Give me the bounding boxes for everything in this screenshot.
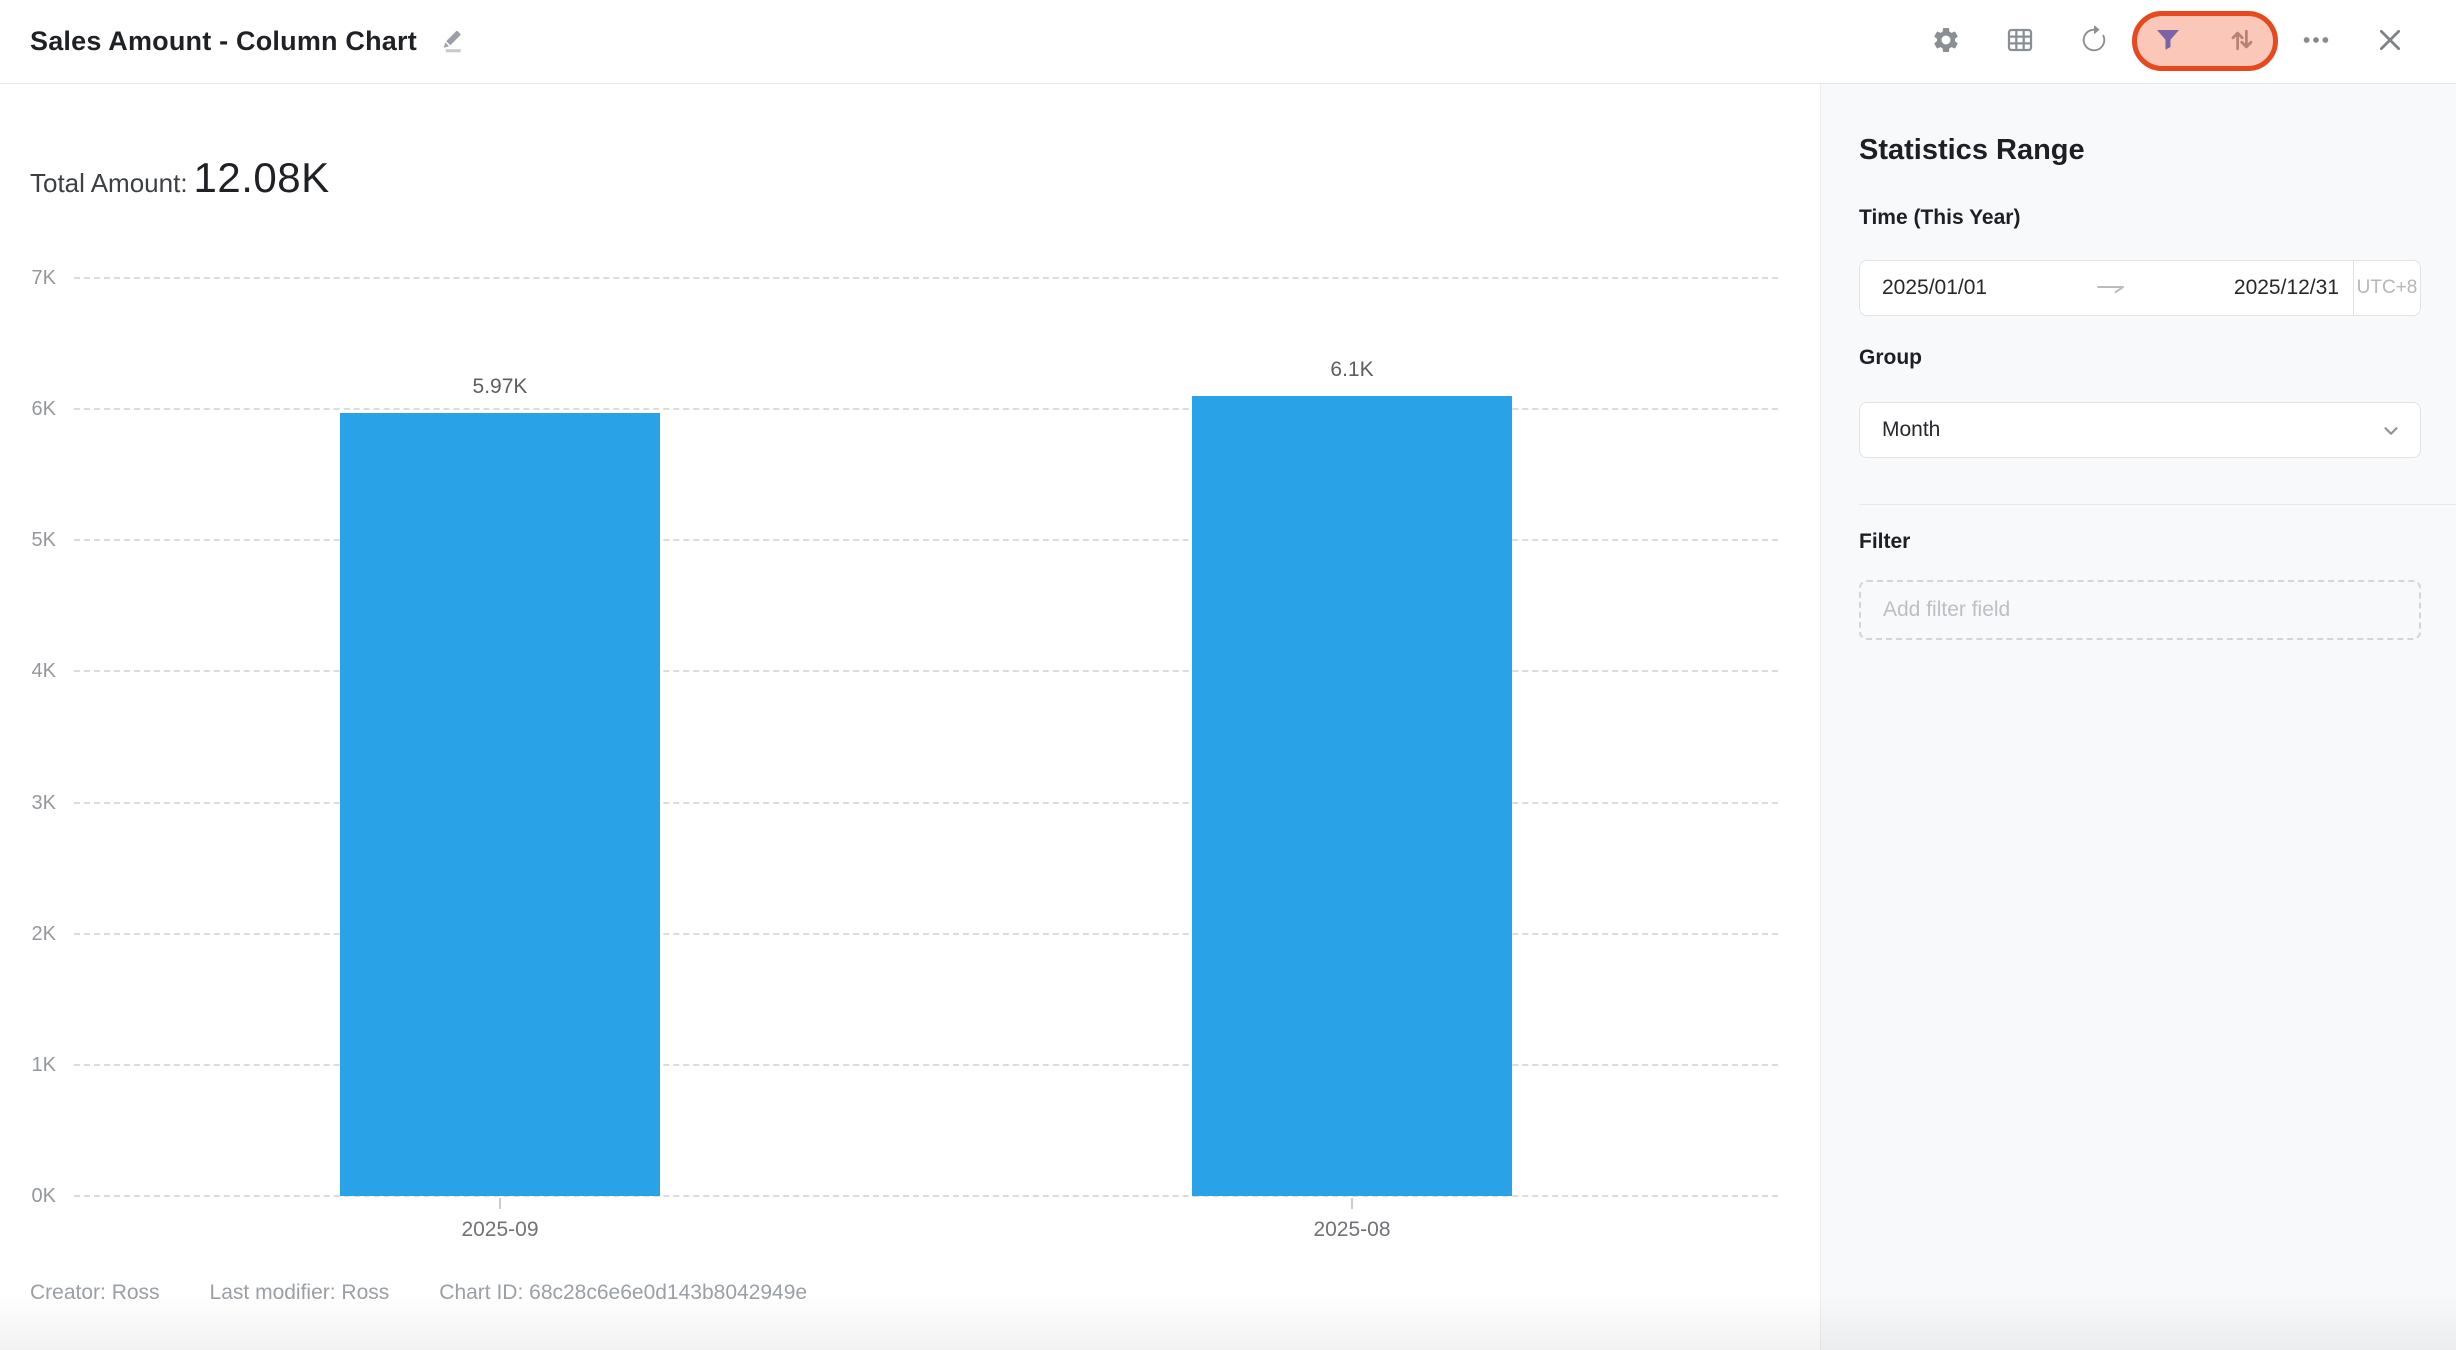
y-axis-label: 1K — [31, 1053, 56, 1076]
y-axis-label: 5K — [31, 529, 56, 552]
filter-button[interactable] — [2152, 26, 2184, 58]
y-axis-label: 2K — [31, 922, 56, 945]
chart-meta-footer: Creator: Ross Last modifier: Ross Chart … — [30, 1281, 807, 1305]
close-icon — [2374, 24, 2406, 61]
gear-icon — [1931, 25, 1961, 60]
edit-title-button[interactable] — [435, 25, 469, 59]
date-range-arrow-icon — [1987, 280, 2234, 296]
last-modifier-text: Last modifier: Ross — [209, 1281, 390, 1304]
date-start-value[interactable]: 2025/01/01 — [1882, 276, 1988, 299]
gridline — [74, 801, 1778, 804]
date-end-value[interactable]: 2025/12/31 — [2233, 276, 2339, 299]
bar-2025-09[interactable] — [340, 413, 660, 1196]
creator-text: Creator: Ross — [30, 1281, 160, 1304]
x-axis-tick — [499, 1198, 501, 1209]
bar-value-label: 5.97K — [472, 375, 528, 399]
time-label: Time (This Year) — [1859, 206, 2021, 229]
chart-id-text: Chart ID: 68c28c6e6e0d143b8042949e — [439, 1281, 808, 1304]
more-button[interactable] — [2300, 26, 2332, 58]
timezone-value: UTC+8 — [2356, 277, 2418, 298]
chevron-down-icon — [2380, 420, 2402, 447]
sidebar-title: Statistics Range — [1859, 134, 2085, 166]
column-chart-plot: 5.97K 2025-09 6.1K 2025-08 — [74, 277, 1778, 1241]
statistics-range-sidebar: Statistics Range Time (This Year) 2025/0… — [1820, 84, 2456, 1350]
x-axis-label: 2025-09 — [461, 1218, 539, 1241]
chart-panel: Total Amount: 12.08K 7K 6K 5K 4K 3K 2K 1K 0K 5.… — [0, 84, 1820, 1350]
bar-2025-08[interactable] — [1192, 396, 1512, 1196]
x-axis-tick — [1351, 1198, 1353, 1209]
y-axis-label: 7K — [31, 267, 56, 289]
filter-funnel-icon — [2153, 25, 2183, 60]
total-amount: Total Amount: 12.08K — [30, 154, 330, 202]
group-select[interactable]: Month — [1859, 402, 2421, 458]
y-axis: 7K 6K 5K 4K 3K 2K 1K 0K — [0, 267, 56, 1207]
data-table-button[interactable] — [2004, 26, 2036, 58]
sidebar-section-divider — [1859, 504, 2456, 505]
gridline — [74, 932, 1778, 935]
table-icon — [2005, 25, 2035, 60]
refresh-button[interactable] — [2078, 25, 2110, 60]
x-axis-label: 2025-08 — [1313, 1218, 1391, 1241]
y-axis-label: 4K — [31, 660, 56, 683]
group-label: Group — [1859, 346, 1922, 369]
gridline — [74, 670, 1778, 673]
add-filter-field-button[interactable]: Add filter field — [1859, 580, 2421, 640]
gridline — [74, 408, 1778, 411]
page-title: Sales Amount - Column Chart — [30, 26, 417, 56]
gridline — [74, 1195, 1778, 1197]
sort-arrows-icon — [2227, 25, 2257, 60]
settings-button[interactable] — [1930, 26, 1962, 58]
header: Sales Amount - Column Chart — [0, 0, 2456, 84]
filter-label: Filter — [1859, 530, 1911, 553]
y-axis-label: 3K — [31, 791, 56, 814]
close-button[interactable] — [2374, 26, 2406, 58]
pencil-icon — [437, 24, 467, 59]
header-actions — [1930, 0, 2406, 84]
sort-button[interactable] — [2226, 26, 2258, 58]
add-filter-placeholder: Add filter field — [1883, 598, 2011, 621]
bar-value-label: 6.1K — [1330, 358, 1374, 382]
gridline — [74, 1063, 1778, 1066]
y-axis-label: 0K — [31, 1185, 56, 1207]
gridline — [74, 539, 1778, 542]
refresh-icon — [2079, 25, 2109, 60]
timezone-divider — [2353, 261, 2354, 315]
ellipsis-icon — [2301, 25, 2331, 60]
total-amount-value: 12.08K — [193, 154, 330, 201]
y-axis-label: 6K — [31, 398, 56, 421]
gridline — [74, 277, 1778, 279]
total-amount-label: Total Amount: — [30, 168, 188, 198]
date-range-input[interactable]: 2025/01/01 2025/12/31 UTC+8 — [1859, 260, 2421, 316]
group-select-value: Month — [1882, 418, 1941, 441]
